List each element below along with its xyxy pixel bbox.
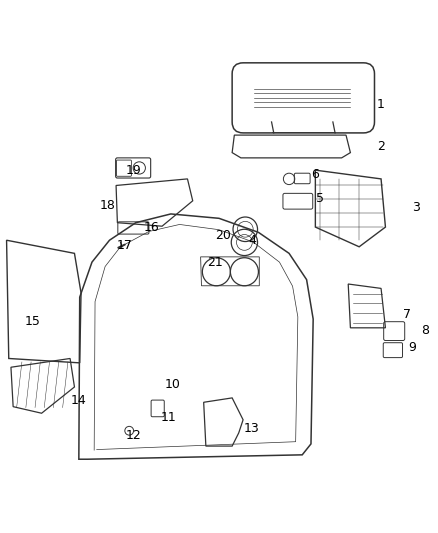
Text: 8: 8 <box>421 324 429 336</box>
Text: 12: 12 <box>126 429 141 442</box>
Text: 16: 16 <box>143 221 159 233</box>
Text: 18: 18 <box>99 199 115 212</box>
Text: 11: 11 <box>161 411 177 424</box>
Text: 13: 13 <box>244 422 260 435</box>
Text: 14: 14 <box>71 393 87 407</box>
Text: 19: 19 <box>126 164 141 176</box>
Text: 9: 9 <box>408 341 416 354</box>
Text: 10: 10 <box>165 378 181 391</box>
Text: 15: 15 <box>25 315 41 328</box>
Text: 3: 3 <box>412 201 420 214</box>
Text: 17: 17 <box>117 239 133 252</box>
Text: 21: 21 <box>207 256 223 269</box>
Text: 7: 7 <box>403 308 411 321</box>
Text: 20: 20 <box>215 229 231 243</box>
Text: 4: 4 <box>248 233 256 247</box>
Text: 1: 1 <box>377 98 385 111</box>
Text: 6: 6 <box>311 168 319 181</box>
Text: 2: 2 <box>377 140 385 152</box>
Text: 5: 5 <box>316 192 324 205</box>
